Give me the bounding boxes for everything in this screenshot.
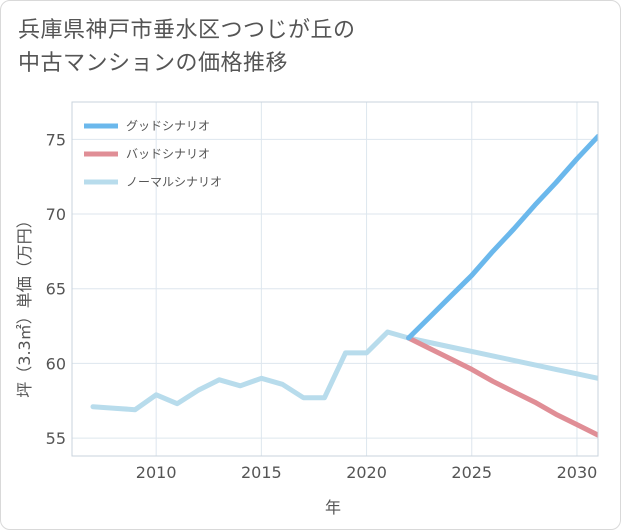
axes (71, 101, 599, 457)
x-tick-label-2010: 2010 (136, 463, 177, 482)
y-tick-label-55: 55 (46, 429, 66, 448)
y-tick-label-70: 70 (46, 205, 66, 224)
x-tick-label-2025: 2025 (451, 463, 492, 482)
y-axis-label: 坪（3.3㎡）単価（万円） (15, 212, 34, 397)
y-tick-label-60: 60 (46, 354, 66, 373)
plot-area-border (71, 101, 599, 457)
x-tick-label-2020: 2020 (346, 463, 387, 482)
x-tick-label-2015: 2015 (241, 463, 282, 482)
x-axis-label: 年 (325, 498, 341, 517)
legend-label-0: グッドシナリオ (126, 119, 210, 133)
series-line-0 (406, 133, 598, 341)
chart-title: 兵庫県神戸市垂水区つつじが丘の 中古マンションの価格推移 (18, 14, 356, 80)
series-line-1 (406, 335, 598, 438)
x-tick-label-2030: 2030 (557, 463, 598, 482)
y-tick-label-75: 75 (46, 130, 66, 149)
series-line-2 (90, 329, 598, 413)
legend-label-1: バッドシナリオ (126, 147, 210, 161)
series-layer (90, 133, 598, 438)
y-tick-label-65: 65 (46, 280, 66, 299)
chart-title-line-2: 中古マンションの価格推移 (18, 51, 289, 76)
chart-title-line-1: 兵庫県神戸市垂水区つつじが丘の (18, 18, 356, 43)
tick-labels: 2010 2015 2020 2025 2030 55 60 65 70 75 (46, 130, 598, 482)
legend-label-2: ノーマルシナリオ (126, 175, 222, 189)
